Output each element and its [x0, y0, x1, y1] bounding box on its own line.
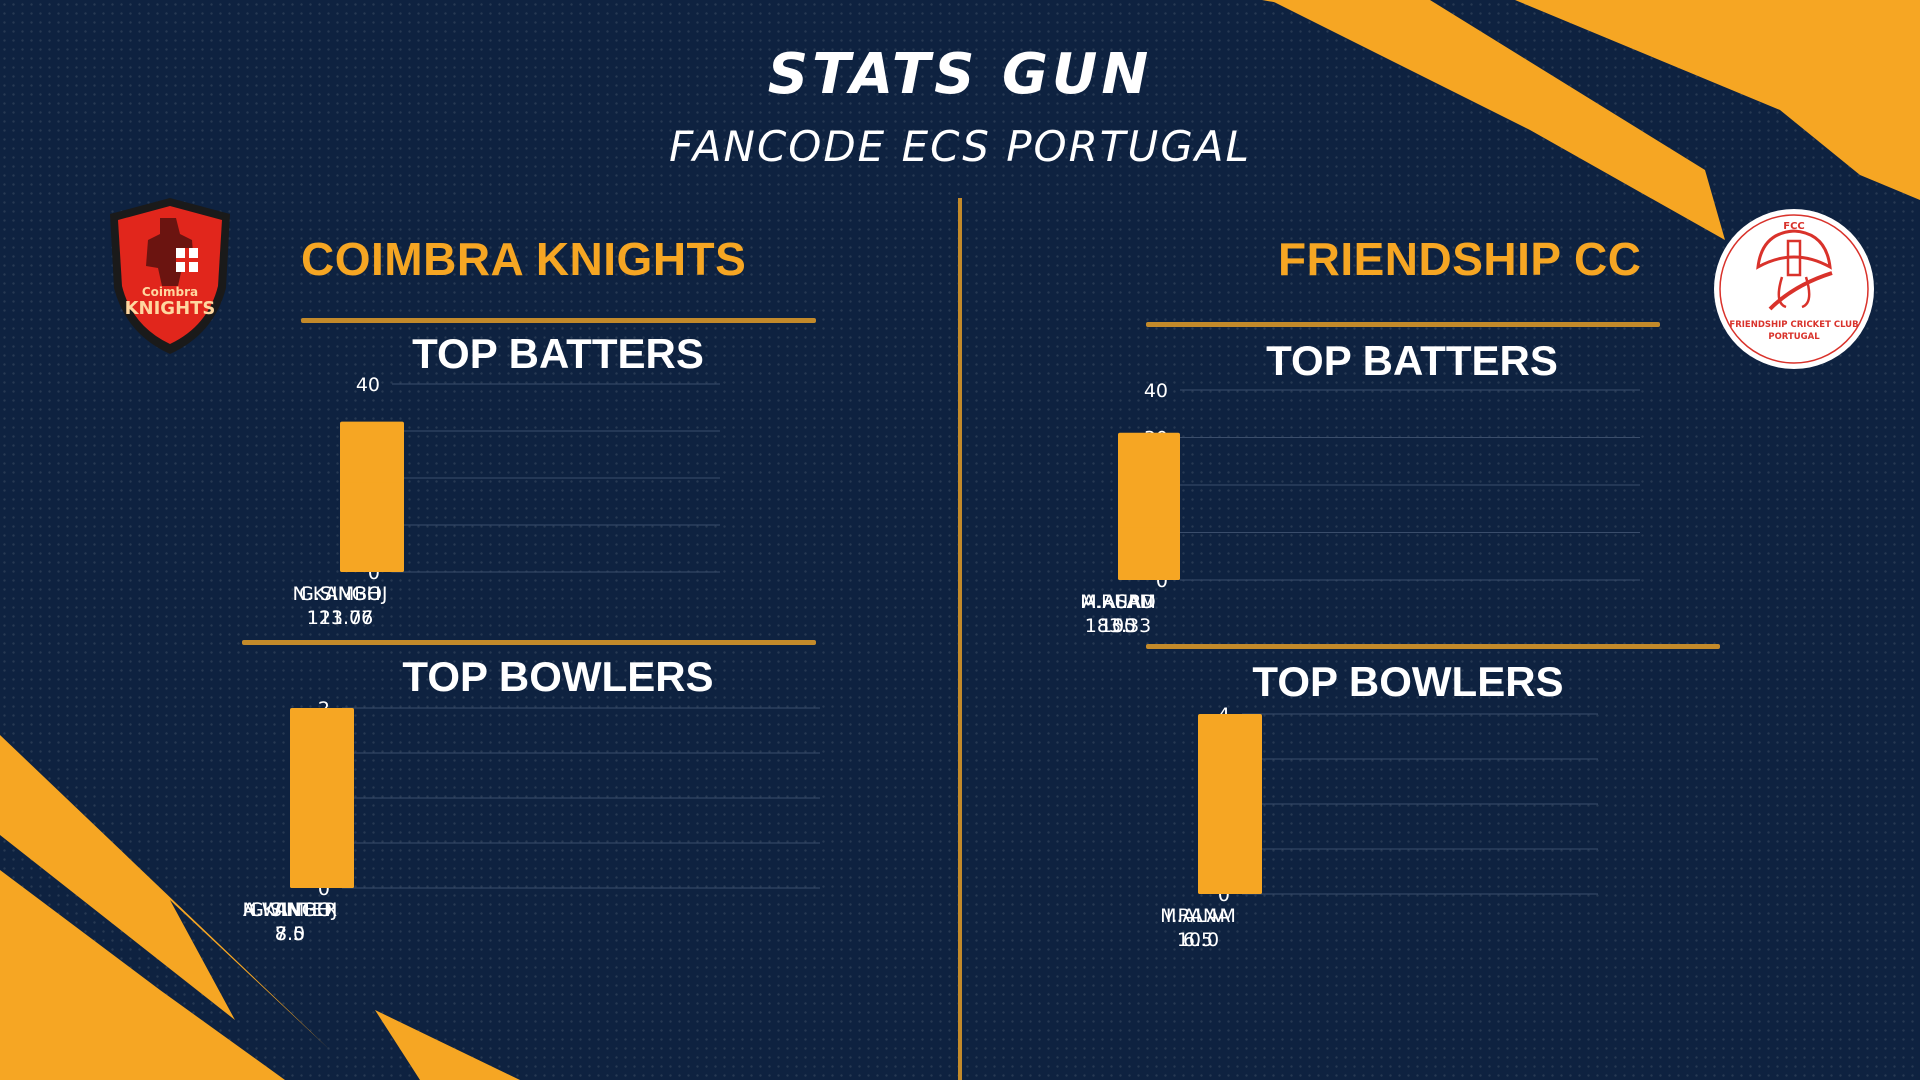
x-sub-label: 155 — [1100, 615, 1136, 637]
left-team-rule — [301, 318, 816, 323]
x-category-label: M.ALAM — [1160, 905, 1236, 927]
x-sub-label: 100 — [1100, 615, 1136, 637]
cross-horizontal — [176, 258, 198, 262]
right-bowlers-title: TOP BOWLERS — [1252, 658, 1564, 705]
x-sub-label: 8.5 — [275, 923, 305, 945]
top-right-stripe-3 — [1515, 0, 1920, 200]
x-sub-label: 183.33 — [1085, 615, 1151, 637]
stumps-icon — [1786, 239, 1802, 277]
logo-ring — [1719, 214, 1869, 364]
friendship-cc-logo: FCC FRIENDSHIP CRICKET CLUB PORTUGAL — [1714, 209, 1874, 369]
right-team-name: FRIENDSHIP CC — [1278, 233, 1642, 285]
x-sub-label: 8.5 — [275, 923, 305, 945]
right-team-rule — [1146, 322, 1660, 327]
right-section-rule — [1146, 644, 1720, 649]
logo-text-main: KNIGHTS — [125, 298, 216, 319]
page-title: STATS GUN — [767, 42, 1153, 107]
logo-text-top: Coimbra — [142, 285, 198, 299]
knight-silhouette-icon — [146, 218, 194, 286]
x-sub-label: 123.07 — [307, 607, 373, 629]
bar — [1198, 849, 1262, 894]
bat-icon — [1768, 271, 1833, 311]
bottom-left-stripe-3 — [375, 1010, 520, 1080]
top-right-stripe-2 — [1270, 0, 1725, 240]
bar — [1118, 527, 1180, 580]
logo-line1: FRIENDSHIP CRICKET CLUB — [1729, 320, 1858, 330]
x-sub-label: 6.5 — [1183, 929, 1213, 951]
helmet-icon — [1756, 229, 1832, 270]
left-batters-title: TOP BATTERS — [412, 330, 704, 377]
x-sub-label: 10.0 — [1177, 929, 1219, 951]
x-category-label: I.RANA — [1166, 905, 1230, 927]
center-divider — [958, 198, 962, 1080]
x-category-label: N.KAMBOJ — [292, 583, 387, 605]
x-category-label: A.WINTER — [243, 899, 337, 921]
x-category-label: G.SINGH — [249, 899, 331, 921]
page-subtitle: FANCODE ECS PORTUGAL — [669, 122, 1251, 171]
y-tick-label: 40 — [356, 374, 380, 396]
left-bowlers-title: TOP BOWLERS — [402, 653, 714, 700]
x-sub-label: 7.0 — [275, 923, 305, 945]
coimbra-knights-logo: Coimbra KNIGHTS — [110, 198, 230, 354]
x-category-label: N.KAMBOJ — [242, 899, 337, 921]
left-section-rule — [242, 640, 816, 645]
logo-line2: PORTUGAL — [1768, 332, 1820, 342]
bar — [340, 482, 404, 572]
right-batters-title: TOP BATTERS — [1266, 337, 1558, 384]
top-right-stripe-4 — [1790, 0, 1920, 92]
logo-abbr: FCC — [1783, 221, 1805, 232]
x-category-label: G.SINGH — [299, 583, 381, 605]
x-sub-label: 111.76 — [307, 607, 373, 629]
x-category-label: A.RUPU — [1082, 591, 1153, 613]
x-category-label: M.ASAD — [1080, 591, 1155, 613]
bottom-left-stripe-1 — [0, 735, 330, 1050]
y-tick-label: 40 — [1144, 380, 1168, 402]
bar — [290, 798, 354, 888]
left-bowlers-chart: 00.511.52G.SINGH8.5A.WINTER7.0N.KAMBOJ8.… — [242, 698, 820, 945]
left-team-name: COIMBRA KNIGHTS — [301, 233, 747, 285]
x-category-label: M.ALAM — [1080, 591, 1156, 613]
player-figure-icon — [1777, 276, 1811, 309]
bottom-left-stripe-2 — [0, 870, 285, 1080]
